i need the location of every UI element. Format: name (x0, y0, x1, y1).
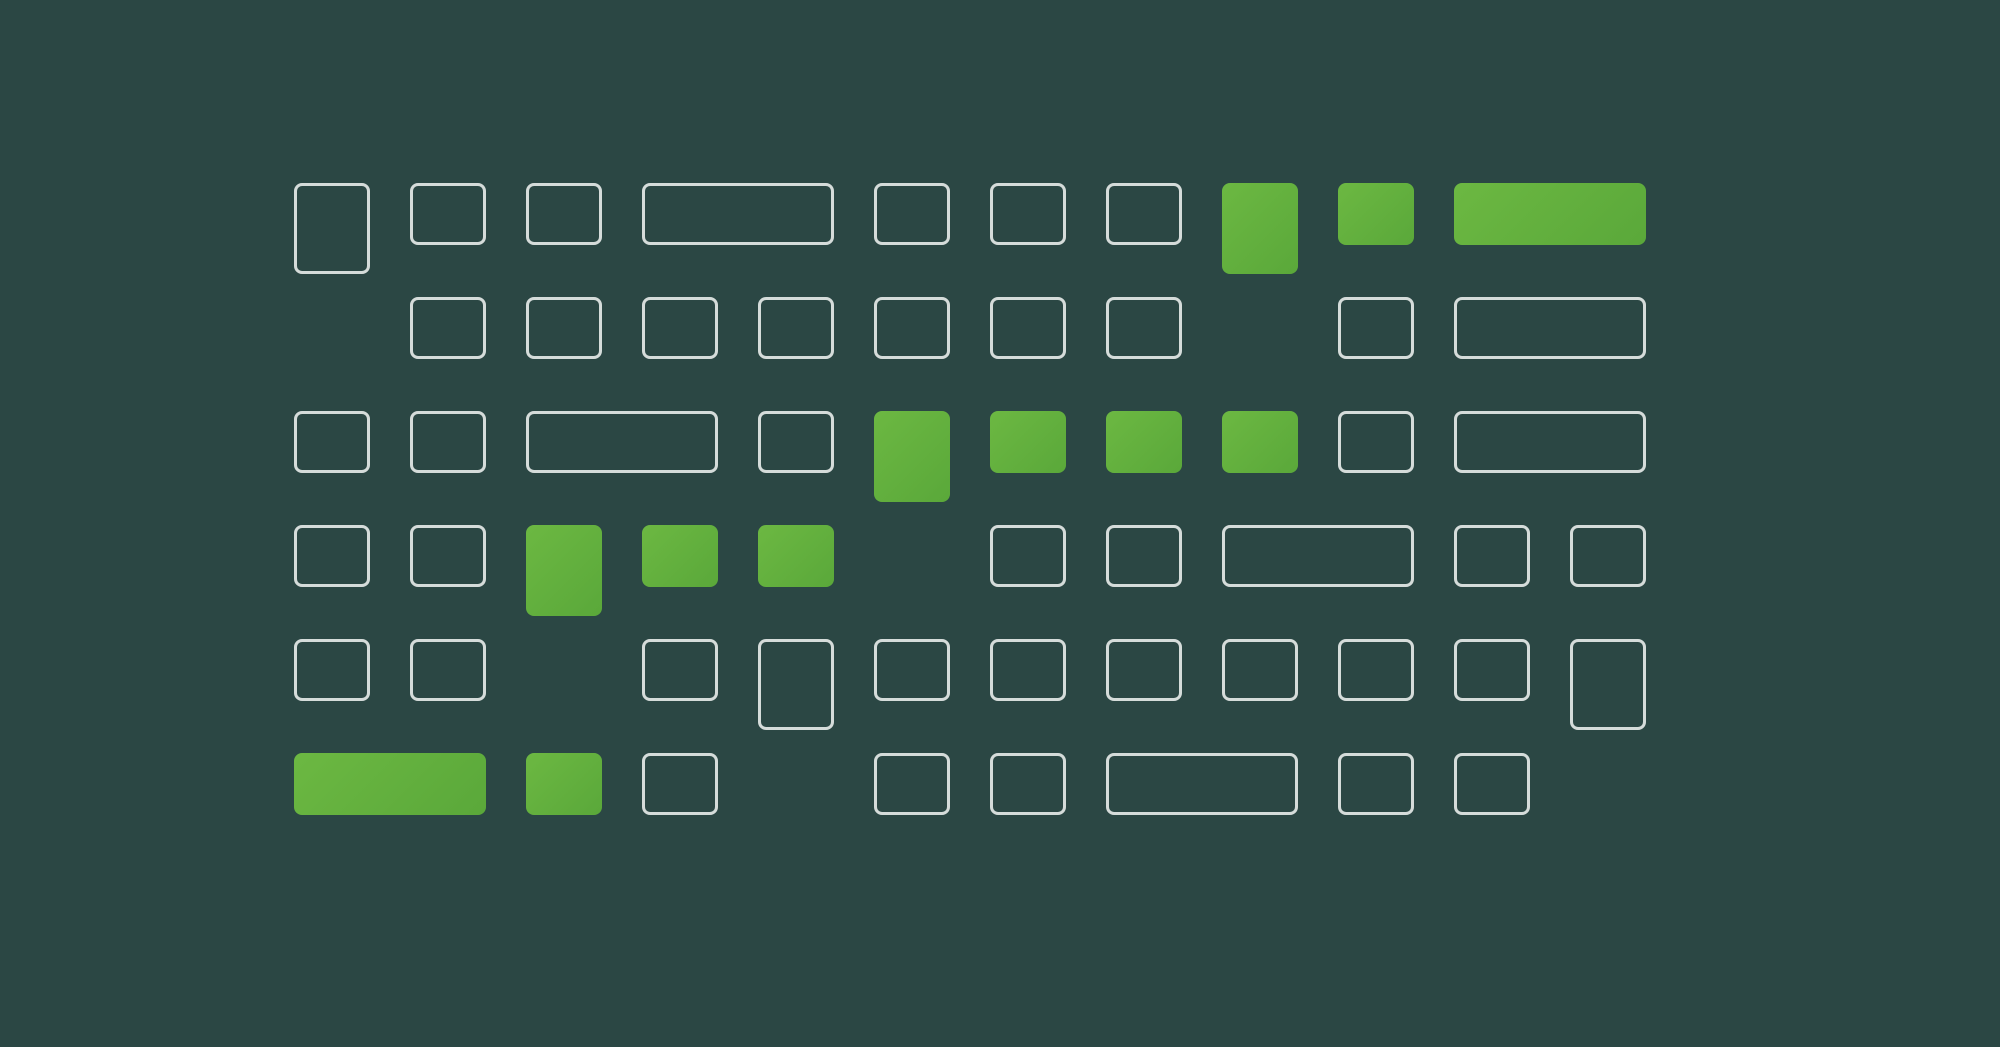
grid-cell (294, 639, 370, 701)
grid-cell (1454, 411, 1646, 473)
grid-cell (758, 525, 834, 587)
grid-cell (410, 411, 486, 473)
grid-cell (1106, 297, 1182, 359)
grid-cell (1106, 753, 1298, 815)
grid-cell (874, 639, 950, 701)
grid-cell (1338, 183, 1414, 245)
grid-cell (1454, 297, 1646, 359)
grid-cell (294, 411, 370, 473)
grid-cell (990, 753, 1066, 815)
grid-cell (1222, 639, 1298, 701)
grid-diagram (0, 0, 2000, 1047)
grid-cell (294, 525, 370, 587)
grid-cell (758, 297, 834, 359)
grid-cell (294, 753, 486, 815)
grid-cell (642, 639, 718, 701)
grid-cell (1106, 183, 1182, 245)
grid-cell (1222, 183, 1298, 274)
grid-cell (874, 297, 950, 359)
grid-cell (642, 297, 718, 359)
grid-cell (1454, 639, 1530, 701)
grid-cell (1570, 639, 1646, 730)
grid-cell (990, 525, 1066, 587)
grid-cell (526, 183, 602, 245)
grid-cell (758, 411, 834, 473)
grid-cell (758, 639, 834, 730)
grid-cell (874, 411, 950, 502)
grid-cell (642, 753, 718, 815)
grid-cell (1222, 525, 1414, 587)
grid-cell (1106, 525, 1182, 587)
grid-cell (1106, 639, 1182, 701)
grid-cell (526, 411, 718, 473)
grid-cell (526, 525, 602, 616)
grid-cell (1338, 639, 1414, 701)
grid-cell (990, 639, 1066, 701)
grid-cell (410, 297, 486, 359)
grid-cell (990, 297, 1066, 359)
grid-cell (1222, 411, 1298, 473)
grid-cell (1454, 753, 1530, 815)
grid-cell (990, 411, 1066, 473)
grid-cell (1338, 297, 1414, 359)
grid-cell (526, 297, 602, 359)
grid-cell (410, 639, 486, 701)
grid-cell (642, 183, 834, 245)
grid-cell (874, 183, 950, 245)
grid-cell (1454, 183, 1646, 245)
grid-cell (1454, 525, 1530, 587)
grid-cell (410, 525, 486, 587)
grid-cell (410, 183, 486, 245)
grid-cell (1570, 525, 1646, 587)
grid-cell (1338, 411, 1414, 473)
grid-cell (990, 183, 1066, 245)
grid-cell (642, 525, 718, 587)
grid-cell (526, 753, 602, 815)
grid-cell (1338, 753, 1414, 815)
grid-cell (294, 183, 370, 274)
grid-cell (1106, 411, 1182, 473)
grid-cell (874, 753, 950, 815)
